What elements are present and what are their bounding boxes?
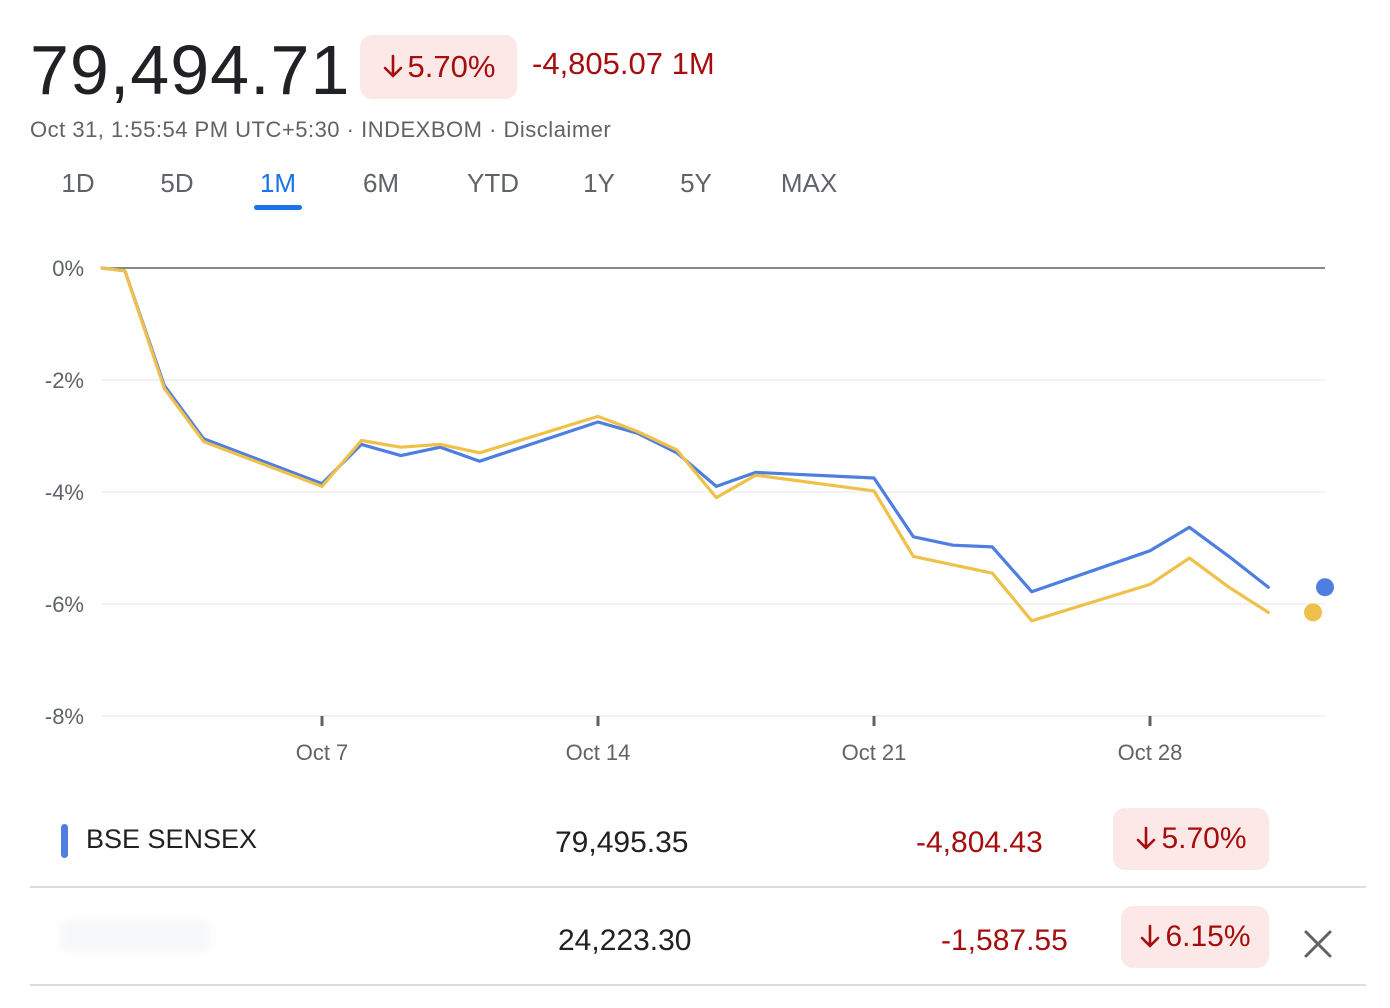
tab-1m[interactable]: 1M: [259, 168, 297, 198]
timestamp: Oct 31, 1:55:54 PM UTC+5:30: [30, 117, 341, 142]
series-value: 24,223.30: [558, 924, 692, 957]
tab-5y[interactable]: 5Y: [680, 168, 712, 198]
percent-change-value: 5.70%: [407, 49, 496, 84]
x-tick-label: Oct 14: [566, 740, 631, 765]
y-tick-label: -8%: [45, 704, 84, 729]
disclaimer-link[interactable]: Disclaimer: [503, 117, 612, 142]
series-percent: 5.70%: [1161, 822, 1247, 855]
series-value: 79,495.35: [555, 826, 689, 859]
legend-row-sensex[interactable]: BSE SENSEX 79,495.35 -4,804.43 5.70%: [30, 792, 1366, 888]
tab-5d[interactable]: 5D: [160, 168, 194, 198]
x-tick-label: Oct 7: [296, 740, 349, 765]
current-price: 79,494.71: [30, 31, 351, 109]
quote-meta: Oct 31, 1:55:54 PM UTC+5:30 · INDEXBOM ·…: [30, 117, 611, 143]
series-percent: 6.15%: [1165, 920, 1251, 953]
active-tab-indicator: [254, 205, 302, 210]
series-change: -4,804.43: [916, 826, 1043, 859]
tab-max[interactable]: MAX: [780, 168, 838, 198]
row-divider: [30, 886, 1366, 888]
tab-ytd[interactable]: YTD: [467, 168, 519, 198]
row-divider: [30, 984, 1366, 986]
series-percent-badge: 5.70%: [1113, 808, 1269, 870]
series-line-sensex: [100, 266, 1270, 594]
y-tick-label: 0%: [52, 256, 84, 281]
series-line-comparison: [100, 266, 1270, 623]
tab-6m[interactable]: 6M: [362, 168, 400, 198]
arrow-down-icon: [383, 54, 402, 78]
legend-row-comparison[interactable]: 24,223.30 -1,587.55 6.15%: [30, 890, 1366, 986]
series-name-redacted: [60, 920, 210, 952]
range-tabs: 1D 5D 1M 6M YTD 1Y 5Y MAX: [0, 168, 900, 218]
series-percent-badge: 6.15%: [1121, 906, 1269, 968]
series-endpoint-comparison: [1304, 603, 1322, 622]
series-endpoint-sensex: [1316, 578, 1334, 597]
series-name: BSE SENSEX: [86, 824, 258, 854]
tab-1y[interactable]: 1Y: [583, 168, 615, 198]
separator: ·: [340, 117, 362, 142]
x-tick-label: Oct 21: [842, 740, 907, 765]
y-tick-label: -6%: [45, 592, 84, 617]
absolute-change: -4,805.07 1M: [532, 46, 715, 81]
y-tick-label: -4%: [45, 480, 84, 505]
y-tick-label: -2%: [45, 368, 84, 393]
arrow-down-icon: [1141, 924, 1160, 948]
series-swatch: [61, 824, 68, 858]
arrow-down-icon: [1137, 826, 1156, 850]
price-chart[interactable]: 0% -2% -4% -6% -8% Oct 7 Oct 14 Oct 21 Oct 28: [0, 240, 1390, 780]
close-icon[interactable]: [1300, 926, 1336, 962]
percent-change-badge: 5.70%: [360, 35, 517, 99]
series-change: -1,587.55: [941, 924, 1068, 957]
tab-1d[interactable]: 1D: [61, 168, 95, 198]
separator: ·: [482, 117, 504, 142]
exchange-label: INDEXBOM: [361, 117, 483, 142]
x-tick-label: Oct 28: [1118, 740, 1183, 765]
